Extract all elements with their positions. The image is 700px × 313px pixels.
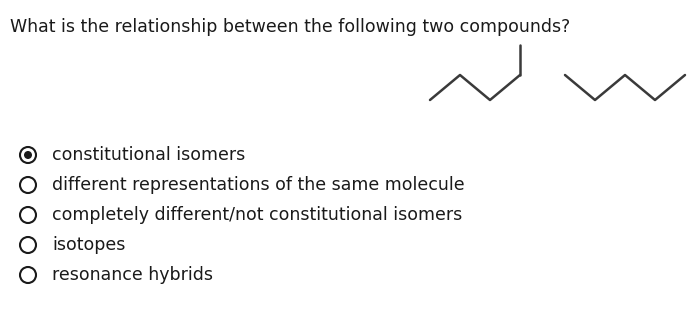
- Text: completely different/not constitutional isomers: completely different/not constitutional …: [52, 206, 462, 224]
- Text: different representations of the same molecule: different representations of the same mo…: [52, 176, 465, 194]
- Text: constitutional isomers: constitutional isomers: [52, 146, 245, 164]
- Text: isotopes: isotopes: [52, 236, 125, 254]
- Text: What is the relationship between the following two compounds?: What is the relationship between the fol…: [10, 18, 570, 36]
- Circle shape: [24, 151, 32, 159]
- Text: resonance hybrids: resonance hybrids: [52, 266, 213, 284]
